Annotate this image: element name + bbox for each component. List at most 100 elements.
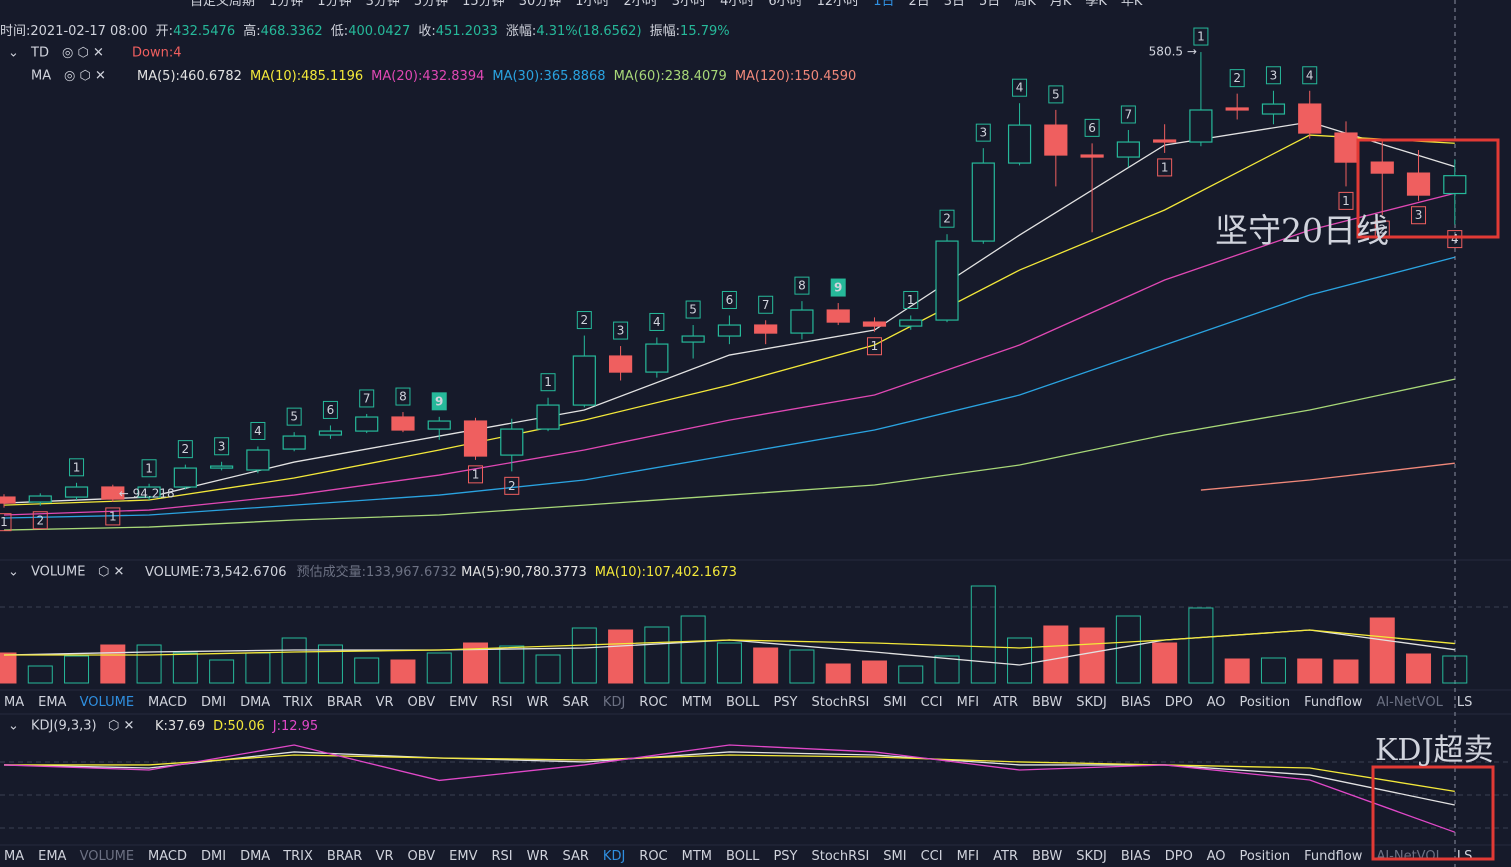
indicator-tab[interactable]: DPO bbox=[1165, 849, 1193, 864]
period-tabs[interactable]: 自定义周期 1分钟 1分钟 3分钟 5分钟 15分钟 30分钟 1小时 2小时 3小时 4小时 6小时… bbox=[190, 0, 1143, 9]
indicator-tab[interactable]: WR bbox=[527, 695, 549, 710]
indicator-tab[interactable]: MACD bbox=[148, 695, 187, 710]
indicator-tab[interactable]: SKDJ bbox=[1076, 695, 1107, 710]
indicator-tab[interactable]: TRIX bbox=[282, 849, 313, 864]
period-tab[interactable]: 30分钟 bbox=[519, 0, 562, 9]
indicator-tab[interactable]: CCI bbox=[921, 849, 943, 864]
period-tab[interactable]: 1日 bbox=[873, 0, 894, 9]
period-tab[interactable]: 3分钟 bbox=[366, 0, 400, 9]
indicator-tab[interactable]: ROC bbox=[639, 695, 667, 710]
period-tab[interactable]: 2日 bbox=[908, 0, 929, 9]
period-tab[interactable]: 月K bbox=[1050, 0, 1072, 9]
indicator-tab[interactable]: LS bbox=[1457, 849, 1473, 864]
indicator-tab[interactable]: AI-NetVOL bbox=[1376, 849, 1443, 864]
indicator-tab[interactable]: VR bbox=[376, 695, 394, 710]
indicator-tab[interactable]: BIAS bbox=[1121, 695, 1151, 710]
indicator-tab[interactable]: LS bbox=[1457, 695, 1473, 710]
indicator-tab[interactable]: OBV bbox=[408, 849, 436, 864]
indicator-tab[interactable]: MTM bbox=[682, 849, 712, 864]
indicator-tab[interactable]: Position bbox=[1240, 695, 1291, 710]
indicator-tab[interactable]: Fundflow bbox=[1304, 695, 1363, 710]
indicator-tab[interactable]: TRIX bbox=[282, 695, 313, 710]
indicator-tab[interactable]: EMA bbox=[38, 695, 66, 710]
indicator-tab[interactable]: DPO bbox=[1165, 695, 1193, 710]
period-tab[interactable]: 3日 bbox=[944, 0, 965, 9]
indicator-tab[interactable]: BIAS bbox=[1121, 849, 1151, 864]
indicator-tab[interactable]: ATR bbox=[993, 849, 1018, 864]
collapse-icon[interactable]: ⌄ bbox=[8, 565, 19, 580]
period-tab[interactable]: 6小时 bbox=[768, 0, 802, 9]
indicator-tab[interactable]: DMI bbox=[201, 695, 226, 710]
indicator-tab[interactable]: StochRSI bbox=[811, 849, 869, 864]
indicator-tab[interactable]: DMA bbox=[240, 695, 270, 710]
indicator-tab[interactable]: MFI bbox=[957, 849, 980, 864]
indicator-tab[interactable]: WR bbox=[527, 849, 549, 864]
period-tab[interactable]: 自定义周期 bbox=[190, 0, 255, 9]
indicator-tab[interactable]: BBW bbox=[1032, 695, 1062, 710]
indicator-tab[interactable]: AO bbox=[1207, 849, 1226, 864]
period-tab[interactable]: 5分钟 bbox=[414, 0, 448, 9]
indicator-tab[interactable]: RSI bbox=[491, 695, 512, 710]
period-tab[interactable]: 1小时 bbox=[575, 0, 609, 9]
kdj-icons[interactable]: ⬡ ✕ bbox=[108, 719, 134, 734]
period-tab[interactable]: 15分钟 bbox=[462, 0, 505, 9]
indicator-tab[interactable]: BOLL bbox=[726, 849, 760, 864]
indicator-tab[interactable]: PSY bbox=[773, 849, 797, 864]
indicator-tab[interactable]: DMI bbox=[201, 849, 226, 864]
ma-icons[interactable]: ◎ ⬡ ✕ bbox=[64, 69, 106, 84]
period-tab[interactable]: 1分钟 bbox=[269, 0, 303, 9]
period-tab[interactable]: 周K bbox=[1014, 0, 1036, 9]
indicator-tab[interactable]: BOLL bbox=[726, 695, 760, 710]
volume-bar bbox=[1043, 625, 1069, 684]
indicator-tab[interactable]: KDJ bbox=[603, 695, 625, 710]
indicator-tab[interactable]: MACD bbox=[148, 849, 187, 864]
indicator-tab[interactable]: StochRSI bbox=[811, 695, 869, 710]
td-icons[interactable]: ◎ ⬡ ✕ bbox=[62, 46, 104, 61]
indicator-tab[interactable]: DMA bbox=[240, 849, 270, 864]
indicator-tab[interactable]: MA bbox=[4, 849, 24, 864]
collapse-icon[interactable]: ⌄ bbox=[8, 719, 19, 734]
indicator-tab[interactable]: SMI bbox=[883, 695, 906, 710]
indicator-tab[interactable]: Position bbox=[1240, 849, 1291, 864]
indicator-tab[interactable]: CCI bbox=[921, 695, 943, 710]
volume-icons[interactable]: ⬡ ✕ bbox=[98, 565, 124, 580]
indicator-tab[interactable]: PSY bbox=[773, 695, 797, 710]
period-tab[interactable]: 3小时 bbox=[672, 0, 706, 9]
indicator-tab[interactable]: AO bbox=[1207, 695, 1226, 710]
period-tab[interactable]: 5日 bbox=[979, 0, 1000, 9]
td-box bbox=[177, 440, 193, 459]
period-tab[interactable]: 1分钟 bbox=[317, 0, 351, 9]
indicator-tab[interactable]: MA bbox=[4, 695, 24, 710]
indicator-tabs[interactable]: MA EMA VOLUME MACD DMI DMA TRIX BRAR VR OBV EMV RSI… bbox=[4, 849, 1472, 864]
indicator-tab[interactable]: Fundflow bbox=[1304, 849, 1363, 864]
period-tab[interactable]: 12小时 bbox=[817, 0, 860, 9]
indicator-tab[interactable]: BRAR bbox=[327, 695, 362, 710]
period-tab[interactable]: 2小时 bbox=[624, 0, 658, 9]
indicator-tab[interactable]: MFI bbox=[957, 695, 980, 710]
indicator-tab[interactable]: VR bbox=[376, 849, 394, 864]
indicator-tab[interactable]: BBW bbox=[1032, 849, 1062, 864]
indicator-tab[interactable]: SKDJ bbox=[1076, 849, 1107, 864]
indicator-tab[interactable]: MTM bbox=[682, 695, 712, 710]
indicator-tab[interactable]: VOLUME bbox=[80, 849, 134, 864]
indicator-tab[interactable]: EMV bbox=[449, 849, 477, 864]
indicator-tab[interactable]: SMI bbox=[883, 849, 906, 864]
indicator-tab[interactable]: KDJ bbox=[603, 849, 625, 864]
collapse-icon[interactable]: ⌄ bbox=[8, 46, 19, 61]
period-tab[interactable]: 4小时 bbox=[720, 0, 754, 9]
period-tab[interactable]: 年K bbox=[1121, 0, 1143, 9]
indicator-tab[interactable]: VOLUME bbox=[80, 695, 134, 710]
indicator-tab[interactable]: EMA bbox=[38, 849, 66, 864]
indicator-tab[interactable]: OBV bbox=[408, 695, 436, 710]
volume-bar bbox=[27, 665, 53, 684]
indicator-tab[interactable]: BRAR bbox=[327, 849, 362, 864]
indicator-tab[interactable]: RSI bbox=[491, 849, 512, 864]
indicator-tab[interactable]: SAR bbox=[563, 695, 589, 710]
indicator-tab[interactable]: EMV bbox=[449, 695, 477, 710]
period-tab[interactable]: 季K bbox=[1085, 0, 1107, 9]
indicator-tab[interactable]: ROC bbox=[639, 849, 667, 864]
indicator-tab[interactable]: ATR bbox=[993, 695, 1018, 710]
indicator-tabs[interactable]: MA EMA VOLUME MACD DMI DMA TRIX BRAR VR OBV EMV RSI… bbox=[4, 695, 1472, 710]
indicator-tab[interactable]: SAR bbox=[563, 849, 589, 864]
indicator-tab[interactable]: AI-NetVOL bbox=[1376, 695, 1443, 710]
